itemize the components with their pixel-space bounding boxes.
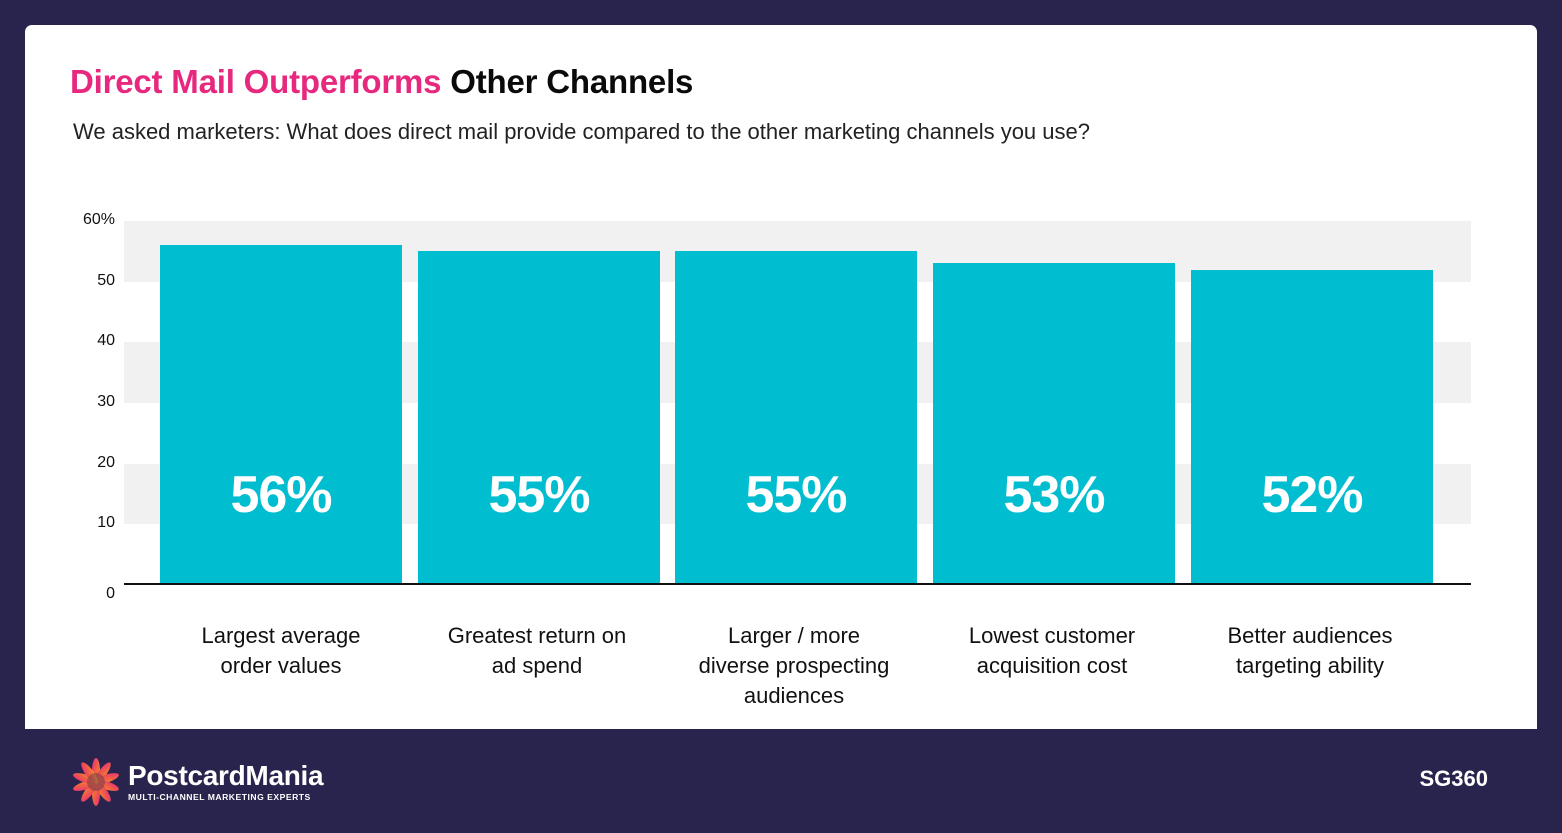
y-tick-label: 30 — [97, 393, 115, 410]
bar-value-label: 52% — [1261, 466, 1363, 524]
bar-value-label: 53% — [1003, 466, 1105, 524]
y-tick-label: 0 — [106, 585, 115, 602]
bar-value-label: 56% — [230, 466, 332, 524]
y-tick-label: 50 — [97, 271, 115, 289]
x-axis-line — [124, 583, 1471, 585]
y-tick-label: 60% — [82, 211, 115, 228]
logo-tagline: MULTI-CHANNEL MARKETING EXPERTS — [128, 792, 311, 802]
bar: 55% — [675, 251, 917, 583]
chart-card: Direct Mail Outperforms Other Channels W… — [25, 25, 1537, 729]
category-line: Lowest customer — [968, 623, 1136, 648]
y-tick-label: 10 — [97, 514, 115, 532]
category-line: ad spend — [491, 653, 583, 678]
bar: 55% — [418, 251, 660, 583]
category-line: audiences — [743, 683, 845, 708]
chart-title: Direct Mail Outperforms Other Channels — [70, 63, 693, 101]
x-category-label: Greatest return on ad spend — [408, 621, 666, 681]
logo-name: PostcardMania — [128, 760, 324, 791]
postcardmania-logo: PostcardMania MULTI-CHANNEL MARKETING EX… — [70, 756, 324, 808]
y-tick-label: 20 — [97, 453, 115, 471]
title-rest: Other Channels — [450, 63, 694, 100]
bar: 56% — [160, 245, 402, 583]
x-category-label: Largest average order values — [152, 621, 410, 681]
category-line: Greatest return on — [447, 623, 627, 648]
category-line: order values — [220, 653, 342, 678]
category-line: diverse prospecting — [698, 653, 890, 678]
x-category-label: Larger / more diverse prospecting audience… — [665, 621, 923, 711]
sunburst-logo-icon — [73, 758, 119, 806]
plot-area: 56% 55% 55% 53% 52% — [124, 221, 1471, 585]
chart-subtitle: We asked marketers: What does direct mai… — [73, 119, 1090, 144]
x-category-label: Lowest customer acquisition cost — [923, 621, 1181, 681]
category-line: Larger / more — [727, 623, 861, 648]
bar: 52% — [1191, 269, 1433, 583]
bar: 53% — [933, 263, 1175, 583]
y-tick-label: 40 — [97, 332, 115, 350]
category-line: Largest average — [201, 623, 361, 648]
x-category-label: Better audiences targeting ability — [1181, 621, 1439, 681]
title-accent: Direct Mail Outperforms — [70, 63, 442, 100]
bar-value-label: 55% — [745, 466, 847, 524]
category-line: acquisition cost — [976, 653, 1128, 678]
partner-logo-text: SG360 — [1419, 766, 1489, 791]
category-line: targeting ability — [1236, 653, 1384, 678]
category-line: Better audiences — [1227, 623, 1393, 648]
bar-value-label: 55% — [488, 466, 590, 524]
